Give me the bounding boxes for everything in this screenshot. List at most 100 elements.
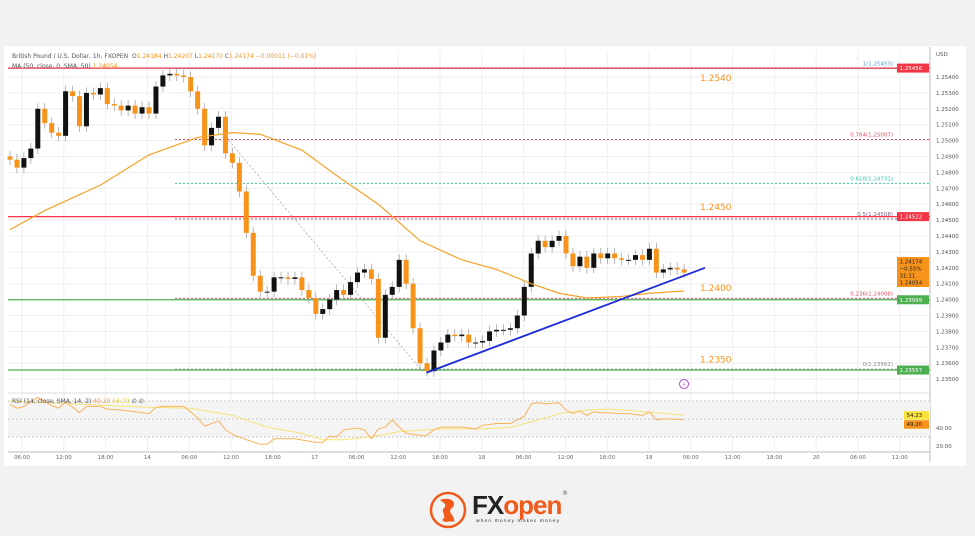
- time-tick-label: 17: [311, 455, 318, 461]
- rsi-label: RSI (14, close, SMA, 14, 2): [12, 398, 92, 405]
- price-tick-label: 1.24100: [936, 282, 959, 288]
- candle-body: [633, 255, 638, 260]
- price-badge: [897, 295, 929, 305]
- candle-body: [28, 148, 34, 159]
- candle-body: [90, 92, 96, 95]
- candle-body: [320, 309, 326, 314]
- candle-body: [667, 267, 673, 270]
- level-annotation: 1.2400: [700, 284, 732, 294]
- candle-body: [452, 334, 458, 337]
- ma-value: 1.24054: [92, 63, 118, 70]
- candle-body: [487, 331, 493, 341]
- price-tick-label: 1.25100: [936, 123, 959, 129]
- price-tick-label: 1.23800: [936, 329, 959, 335]
- time-tick-label: 06:00: [516, 455, 532, 461]
- rsi-legend[interactable]: RSI (14, close, SMA, 14, 2) 49.20 54.23 …: [12, 398, 144, 405]
- candle-body: [389, 286, 395, 295]
- time-tick-label: 18:00: [265, 455, 281, 461]
- candle-body: [42, 108, 48, 124]
- time-tick-label: 06:00: [850, 455, 866, 461]
- candle-body: [188, 77, 194, 92]
- price-tick-label: 1.25300: [936, 91, 959, 97]
- rsi-visibility-icons[interactable]: ∅ ∅: [131, 398, 144, 405]
- time-tick-label: 19: [646, 455, 653, 461]
- rsi-badge: [904, 420, 929, 429]
- fxopen-logo: FXopen when money makes money ®: [428, 488, 578, 532]
- last-price-badge-text: 1.24174: [900, 260, 923, 266]
- price-badge-text: 1.25456: [900, 66, 923, 72]
- candle-body: [528, 253, 534, 287]
- price-tick-label: 1.24500: [936, 218, 959, 224]
- time-tick-label: 06:00: [683, 455, 699, 461]
- candle-body: [83, 92, 89, 127]
- rsi-value: 49.20: [93, 398, 111, 405]
- ma-legend[interactable]: MA (50, close, 0, SMA, 50) 1.24054: [12, 63, 118, 70]
- price-tick-label: 1.23600: [936, 361, 959, 367]
- candle-body: [375, 278, 381, 338]
- candle-body: [361, 269, 367, 273]
- lightning-glyph: ⚡: [682, 382, 686, 389]
- candle-body: [480, 340, 486, 343]
- time-tick-label: 18:00: [599, 455, 615, 461]
- candle-body: [202, 108, 208, 146]
- time-tick-label: 12:00: [892, 455, 908, 461]
- candle-body: [570, 253, 576, 267]
- candle-body: [494, 329, 499, 332]
- time-tick-label: 12:00: [725, 455, 741, 461]
- price-tick-label: 1.24700: [936, 186, 959, 192]
- rsi-badge: [904, 411, 929, 420]
- candle-body: [660, 269, 666, 273]
- candle-body: [285, 277, 291, 279]
- candle-body: [216, 116, 221, 128]
- lightning-icon[interactable]: [679, 379, 689, 389]
- price-tick-label: 1.24800: [936, 170, 959, 176]
- candle-body: [417, 328, 423, 364]
- candle-body: [77, 96, 82, 127]
- rsi-signal-line[interactable]: [9, 400, 685, 441]
- rsi-signal-value: 54.23: [112, 398, 130, 405]
- logo-tagline: when money makes money: [476, 519, 560, 524]
- candle-body: [56, 132, 62, 136]
- candle-body: [14, 159, 20, 168]
- rsi-tick-label: 40.00: [936, 426, 952, 432]
- low-value: 1.24170: [198, 53, 223, 60]
- candle-body: [348, 282, 354, 295]
- candle-body: [271, 277, 277, 292]
- chart-panel[interactable]: [4, 46, 966, 466]
- rsi-tick-label: 20.00: [936, 444, 952, 450]
- price-badge-text: 1.24522: [900, 215, 923, 221]
- candle-body: [584, 256, 590, 268]
- fib-diagonal-line[interactable]: [228, 140, 424, 373]
- candle-body: [556, 236, 562, 241]
- trendline[interactable]: [425, 266, 706, 374]
- candle-body: [97, 88, 103, 95]
- candle-body: [410, 283, 416, 329]
- candle-body: [104, 88, 110, 105]
- fib-level-label: 0.5(1.24508): [857, 212, 893, 218]
- price-badge-text: 1.23999: [900, 298, 923, 304]
- candle-body: [563, 236, 569, 254]
- candle-body: [549, 240, 555, 248]
- candle-body: [341, 290, 347, 295]
- candle-body: [514, 315, 520, 329]
- ma50-line[interactable]: [9, 132, 685, 299]
- candle-body: [355, 272, 360, 283]
- candle-body: [181, 75, 187, 77]
- price-tick-label: 1.24900: [936, 155, 959, 161]
- fib-level-label: 0.236(1.24008): [850, 291, 893, 297]
- price-tick-label: 1.23500: [936, 377, 959, 383]
- candle-body: [431, 350, 437, 372]
- candle-body: [646, 248, 652, 260]
- candle-body: [674, 267, 680, 270]
- candle-body: [222, 116, 228, 154]
- candle-body: [146, 107, 152, 114]
- time-tick-label: 12:00: [390, 455, 406, 461]
- price-tick-label: 1.24200: [936, 266, 959, 272]
- candle-body: [507, 328, 513, 330]
- candle-body: [438, 342, 444, 351]
- last-price-badge: [897, 257, 929, 287]
- change-value: −0.00011 (−0.01%): [255, 53, 317, 60]
- time-tick-label: 06:00: [14, 455, 30, 461]
- rsi-line[interactable]: [9, 396, 685, 445]
